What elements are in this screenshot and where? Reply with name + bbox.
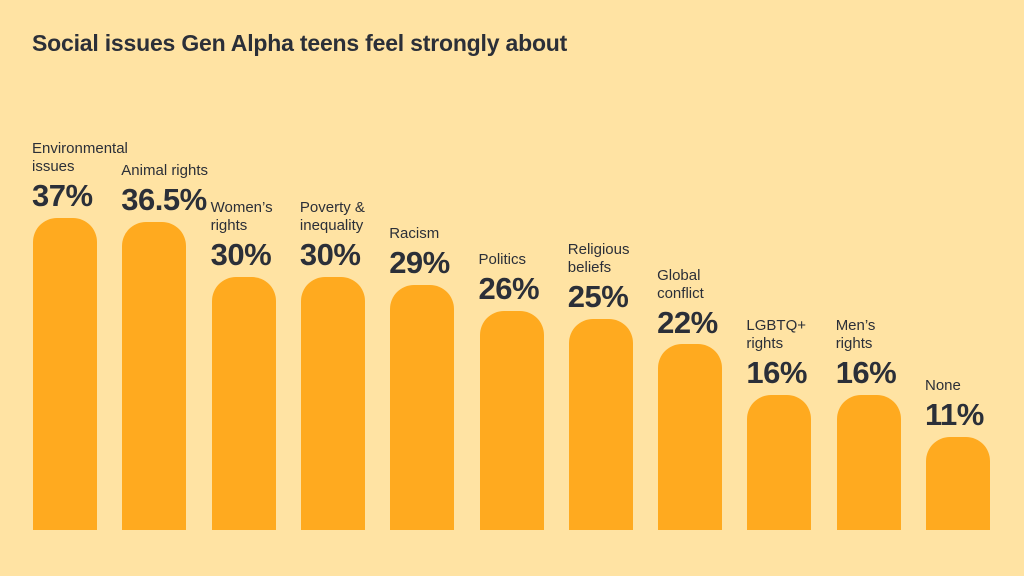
bar-3 bbox=[300, 277, 365, 530]
bar-label-8: LGBTQ+ rights 16% bbox=[746, 317, 856, 389]
category-label: Women’s rights bbox=[210, 199, 273, 235]
category-label: Global conflict bbox=[657, 266, 704, 302]
category-label: Poverty & inequality bbox=[299, 199, 365, 235]
bar-label-10: None 11% bbox=[925, 377, 1024, 431]
bar-1 bbox=[122, 222, 187, 530]
value-label: 16% bbox=[835, 355, 897, 391]
category-label: LGBTQ+ rights bbox=[746, 317, 806, 353]
category-label: Environmental issues bbox=[32, 140, 128, 175]
bar-label-0: Environmental issues 37% bbox=[32, 140, 142, 212]
category-label: Men’s rights bbox=[835, 317, 876, 353]
value-label: 37% bbox=[32, 178, 93, 213]
value-label: 11% bbox=[925, 397, 984, 433]
value-label: 30% bbox=[210, 237, 272, 273]
value-label: 22% bbox=[657, 304, 718, 340]
bar-label-1: Animal rights 36.5% bbox=[121, 162, 231, 216]
category-label: Politics bbox=[478, 250, 527, 268]
category-label: None bbox=[925, 377, 961, 395]
value-label: 36.5% bbox=[121, 182, 207, 218]
bar-5 bbox=[479, 310, 544, 530]
category-label: Religious beliefs bbox=[567, 241, 630, 277]
category-label: Animal rights bbox=[121, 162, 208, 180]
bar-label-5: Politics 26% bbox=[479, 251, 589, 305]
bar-10 bbox=[926, 437, 990, 530]
category-label: Racism bbox=[389, 225, 440, 243]
bar-0 bbox=[33, 218, 97, 530]
bar-label-3: Poverty & inequality 30% bbox=[300, 199, 410, 271]
value-label: 30% bbox=[299, 237, 361, 273]
value-label: 26% bbox=[478, 270, 540, 306]
bar-7 bbox=[658, 344, 723, 530]
bar-8 bbox=[747, 395, 812, 530]
bar-label-6: Religious beliefs 25% bbox=[568, 241, 678, 313]
bar-2 bbox=[211, 277, 276, 530]
value-label: 25% bbox=[567, 279, 629, 315]
value-label: 29% bbox=[389, 245, 450, 281]
bar-4 bbox=[390, 285, 455, 530]
bar-label-4: Racism 29% bbox=[389, 225, 499, 279]
chart-title: Social issues Gen Alpha teens feel stron… bbox=[32, 30, 568, 56]
bar-label-7: Global conflict 22% bbox=[657, 267, 767, 339]
bar-9 bbox=[836, 395, 901, 530]
bar-label-9: Men’s rights 16% bbox=[836, 317, 946, 389]
bar-6 bbox=[568, 319, 633, 530]
bar-label-2: Women’s rights 30% bbox=[211, 199, 321, 271]
value-label: 16% bbox=[746, 355, 807, 391]
